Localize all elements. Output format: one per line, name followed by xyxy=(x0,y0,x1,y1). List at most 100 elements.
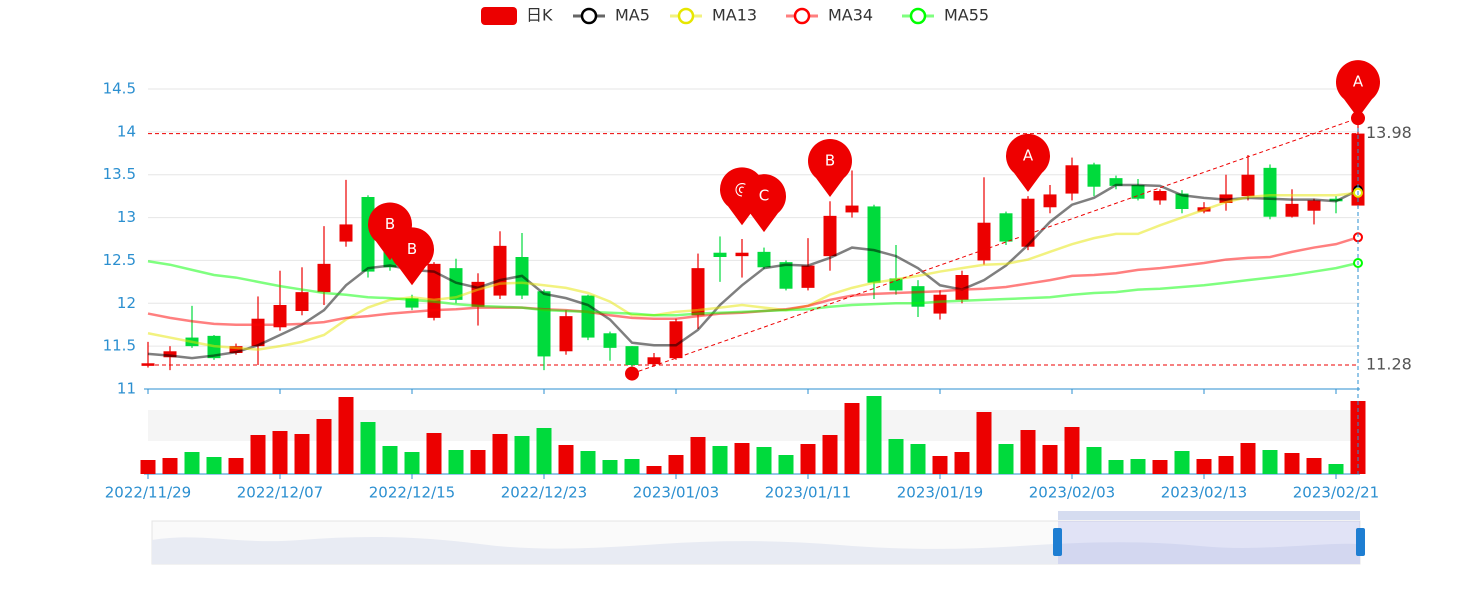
candle-body xyxy=(405,298,419,308)
legend-icon xyxy=(481,7,517,25)
volume-bar xyxy=(448,450,464,474)
mark-pin xyxy=(1336,60,1381,119)
zoom-handle[interactable] xyxy=(1356,528,1365,556)
volume-bar xyxy=(272,431,288,474)
candle-body xyxy=(823,215,837,257)
legend-icon xyxy=(677,7,695,25)
volume-bar xyxy=(778,455,794,474)
volume-bar xyxy=(1218,456,1234,474)
legend-icon xyxy=(909,7,927,25)
candle-body xyxy=(1131,185,1145,199)
volume-bar xyxy=(580,451,596,474)
zoom-window[interactable] xyxy=(1058,521,1360,564)
volume-bar xyxy=(602,460,618,474)
volume-bar xyxy=(668,455,684,474)
volume-bar xyxy=(250,435,266,474)
volume-bar xyxy=(822,435,838,474)
candle-body xyxy=(713,252,727,257)
volume-bar xyxy=(1262,450,1278,474)
zoom-thumbnail xyxy=(152,536,1360,564)
volume-bar xyxy=(976,412,992,474)
y-tick-label: 14 xyxy=(117,122,136,140)
volume-bar xyxy=(426,433,442,474)
volume-bar xyxy=(1108,460,1124,474)
candle-body xyxy=(801,265,815,288)
candle-body xyxy=(1021,198,1035,247)
candle-body xyxy=(757,251,771,268)
mark-pin-label: A xyxy=(1353,73,1364,91)
volume-bar xyxy=(888,439,904,474)
volume-bar xyxy=(514,436,530,474)
volume-bar xyxy=(1328,464,1344,474)
legend-label: 日K xyxy=(526,6,553,25)
ma-line xyxy=(147,260,1359,317)
volume-bar xyxy=(1284,453,1300,474)
candle-body xyxy=(845,205,859,213)
volume-bar xyxy=(470,450,486,474)
legend-icon xyxy=(580,7,598,25)
candle-body xyxy=(867,206,881,283)
candle-body xyxy=(493,245,507,296)
x-tick-label: 2022/11/29 xyxy=(105,484,191,502)
volume-bar xyxy=(404,452,420,474)
volume-bar xyxy=(558,445,574,474)
volume-bar xyxy=(1042,445,1058,474)
mark-pin xyxy=(808,139,852,197)
legend-label: MA5 xyxy=(615,6,650,25)
volume-bar xyxy=(360,422,376,474)
volume-bar xyxy=(184,452,200,474)
volume-bar xyxy=(1020,430,1036,474)
volume-bar xyxy=(844,403,860,474)
volume-bar xyxy=(932,456,948,474)
zoom-bar[interactable] xyxy=(1058,511,1360,520)
candle-body xyxy=(581,295,595,338)
x-tick-label: 2023/01/11 xyxy=(765,484,851,502)
candle-body xyxy=(1043,194,1057,208)
volume-bar xyxy=(954,452,970,474)
candle-body xyxy=(691,268,705,316)
volume-bar xyxy=(1306,458,1322,474)
candle-body xyxy=(1109,178,1123,186)
candle-body xyxy=(779,262,793,289)
ma-line xyxy=(147,183,1359,360)
volume-bar xyxy=(316,419,332,474)
candle-body xyxy=(1285,203,1299,217)
legend-label: MA55 xyxy=(944,6,989,25)
volume-bar xyxy=(1240,443,1256,474)
volume-bar xyxy=(646,466,662,474)
candle-body xyxy=(977,222,991,261)
candle-body xyxy=(317,263,331,293)
mark-pin xyxy=(368,202,412,261)
y-tick-label: 13.5 xyxy=(103,165,136,183)
trend-line xyxy=(631,117,1359,375)
x-tick-label: 2023/01/03 xyxy=(633,484,719,502)
y-tick-label: 14.5 xyxy=(103,80,136,98)
mark-pin-label: B xyxy=(407,240,417,258)
legend-icon xyxy=(793,7,811,25)
volume-bar xyxy=(1174,451,1190,474)
volume-bar xyxy=(998,444,1014,474)
candle-body xyxy=(1263,167,1277,217)
mark-pin-label: B xyxy=(385,215,395,233)
volume-bar xyxy=(140,460,156,474)
candle-body xyxy=(669,321,683,359)
volume-bar xyxy=(1130,459,1146,474)
volume-bar xyxy=(800,444,816,474)
volume-bar xyxy=(712,446,728,474)
y-tick-label: 12 xyxy=(117,294,136,312)
zoom-handle[interactable] xyxy=(1053,528,1062,556)
candle-body xyxy=(735,252,749,257)
legend-label: MA13 xyxy=(712,6,757,25)
volume-bar xyxy=(756,447,772,474)
candle-body xyxy=(1241,174,1255,197)
candle-body xyxy=(229,346,243,353)
volume-bar xyxy=(624,459,640,474)
y-tick-label: 11.5 xyxy=(103,337,136,355)
volume-bar xyxy=(536,428,552,474)
x-tick-label: 2023/02/21 xyxy=(1293,484,1379,502)
candle-body xyxy=(1175,193,1189,209)
candle-body xyxy=(339,224,353,242)
volume-bar xyxy=(1086,447,1102,474)
volume-bar xyxy=(338,397,354,474)
